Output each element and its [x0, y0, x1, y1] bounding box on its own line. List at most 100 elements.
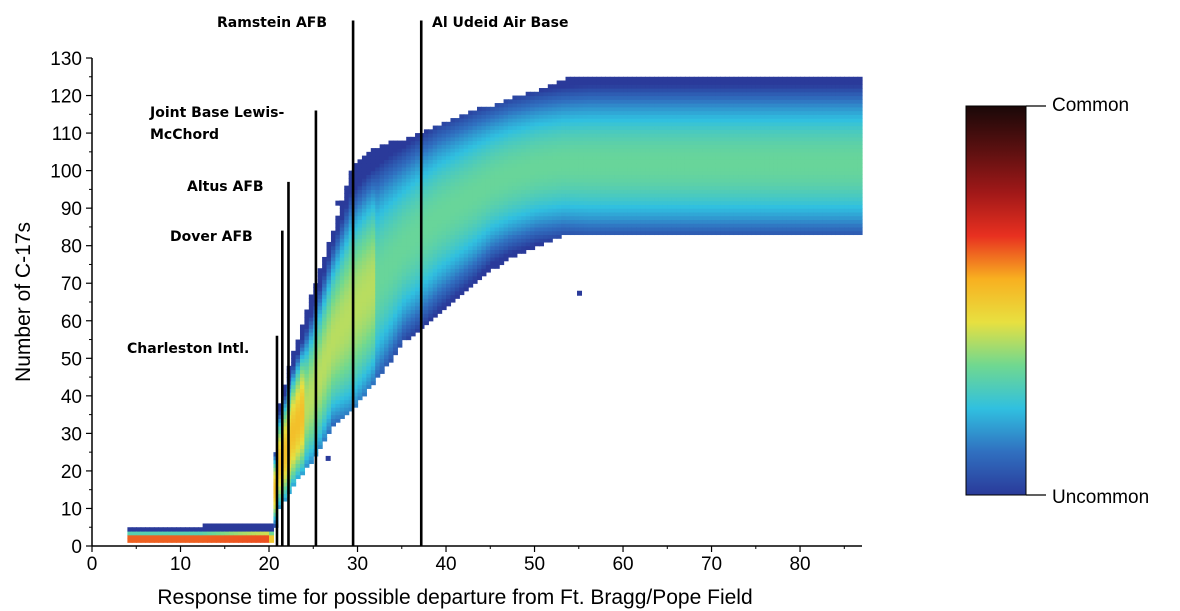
heat-cell	[654, 185, 660, 190]
heat-cell	[676, 211, 682, 217]
heat-cell	[556, 215, 562, 221]
heat-cell	[494, 189, 500, 194]
heat-cell	[446, 185, 452, 190]
heat-cell	[375, 148, 381, 153]
heat-cell	[556, 144, 562, 149]
heat-cell	[609, 211, 615, 217]
heat-cell	[684, 163, 691, 168]
heat-cell	[295, 358, 301, 363]
heat-cell	[397, 313, 403, 318]
heat-cell	[702, 170, 708, 175]
heat-cell	[370, 185, 376, 190]
heat-cell	[454, 271, 460, 277]
heat-cell	[623, 200, 629, 205]
heat-cell	[512, 170, 518, 175]
heat-cell	[348, 380, 354, 386]
heat-cell	[499, 136, 505, 142]
heat-cell	[357, 166, 363, 172]
heat-cell	[667, 174, 673, 179]
heat-cell	[379, 208, 385, 213]
heat-cell	[291, 433, 297, 438]
heat-cell	[450, 271, 456, 277]
heat-cell	[715, 88, 721, 93]
heat-cell	[671, 185, 677, 190]
heat-cell	[600, 174, 606, 179]
heat-cell	[361, 302, 367, 307]
heat-cell	[649, 178, 655, 183]
heat-cell	[565, 155, 571, 160]
heat-cell	[304, 433, 310, 438]
heat-cell	[277, 485, 283, 491]
heat-cell	[308, 320, 314, 326]
heat-cell	[322, 422, 328, 427]
heat-cell	[428, 163, 434, 168]
heat-cell	[446, 238, 452, 243]
heat-cell	[392, 148, 398, 153]
heat-cell	[357, 208, 363, 213]
heat-cell	[623, 125, 629, 130]
heat-cell	[715, 219, 721, 224]
heat-cell	[441, 245, 447, 251]
heat-cell	[406, 219, 412, 224]
heat-cell	[446, 302, 452, 307]
heat-cell	[583, 125, 589, 130]
heat-cell	[375, 245, 381, 251]
heat-cell	[702, 223, 708, 228]
heat-cell	[578, 215, 584, 221]
heat-cell	[525, 223, 531, 228]
heat-cell	[578, 159, 584, 164]
heat-cell	[649, 110, 655, 115]
heat-cell	[401, 298, 407, 303]
heat-cell	[330, 362, 336, 367]
heat-cell	[322, 313, 328, 318]
heat-cell	[415, 324, 421, 329]
heat-cell	[649, 136, 655, 142]
heat-cell	[729, 204, 735, 209]
heat-cell	[397, 271, 403, 277]
heat-cell	[295, 470, 301, 476]
heat-cell	[578, 76, 584, 82]
heat-cell	[499, 106, 505, 112]
heat-cell	[516, 226, 522, 232]
heat-cell	[578, 166, 584, 172]
heat-cell	[631, 226, 637, 232]
heat-cell	[299, 422, 306, 427]
heat-cell	[512, 136, 518, 142]
heat-cell	[587, 223, 593, 228]
heat-cell	[344, 407, 350, 412]
heat-cell	[392, 350, 398, 356]
heat-cell	[437, 144, 443, 149]
heat-cell	[671, 174, 677, 179]
heat-cell	[499, 166, 505, 172]
heat-cell	[543, 95, 549, 100]
heat-cell	[366, 283, 372, 288]
heat-cell	[574, 208, 580, 213]
heat-cell	[295, 418, 301, 423]
heat-cell	[645, 163, 651, 168]
heat-cell	[401, 253, 407, 258]
heat-cell	[565, 208, 571, 213]
heat-cell	[437, 226, 443, 232]
heat-cell	[415, 185, 421, 190]
heat-cell	[335, 403, 341, 408]
heat-cell	[437, 230, 443, 236]
heat-cell	[423, 223, 429, 228]
heat-cell	[640, 95, 646, 100]
heat-cell	[326, 290, 332, 296]
heat-cell	[361, 380, 367, 386]
heat-cell	[530, 181, 536, 187]
heat-cell	[326, 260, 332, 266]
heat-cell	[503, 118, 509, 123]
heat-cell	[578, 88, 584, 93]
heat-cell	[335, 332, 341, 337]
heat-cell	[295, 452, 301, 457]
heat-cell	[627, 174, 633, 179]
heat-cell	[361, 309, 367, 314]
heat-cell	[428, 238, 434, 243]
heat-cell	[468, 283, 474, 288]
heat-cell	[330, 305, 336, 311]
heat-cell	[277, 504, 283, 510]
heat-cell	[450, 121, 456, 127]
heat-cell	[388, 324, 394, 329]
heat-cell	[379, 313, 385, 318]
